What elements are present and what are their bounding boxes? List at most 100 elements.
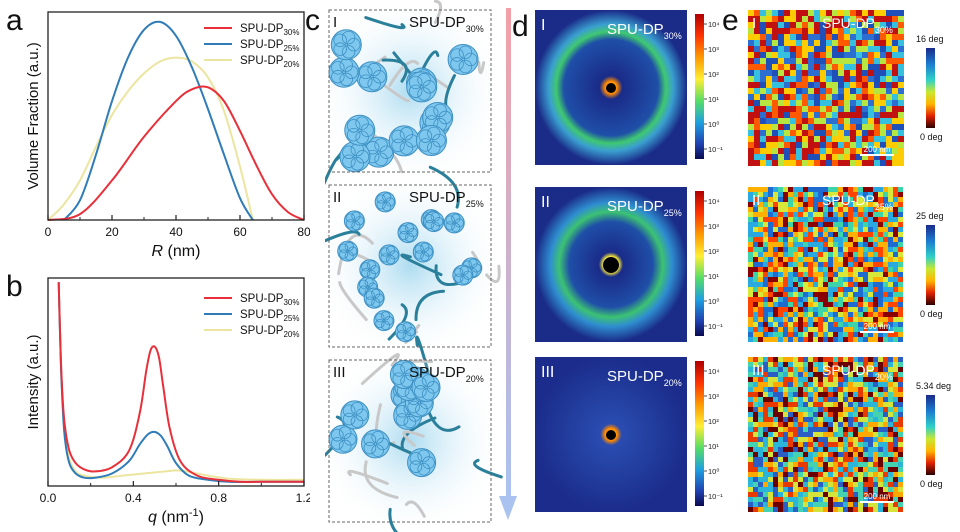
afm-pixel xyxy=(838,397,843,402)
afm-pixel xyxy=(754,70,760,76)
afm-pixel xyxy=(826,28,832,34)
afm-pixel xyxy=(843,252,848,257)
afm-pixel xyxy=(853,297,858,302)
afm-pixel xyxy=(772,106,778,112)
afm-pixel xyxy=(886,142,892,148)
afm-pixel xyxy=(828,387,833,392)
afm-pixel xyxy=(888,402,893,407)
afm-pixel xyxy=(838,22,844,28)
afm-pixel xyxy=(893,457,898,462)
afm-pixel xyxy=(823,377,828,382)
afm-pixel xyxy=(878,287,883,292)
afm-pixel xyxy=(763,237,768,242)
afm-pixel xyxy=(844,28,850,34)
afm-pixel xyxy=(783,477,788,482)
afm-pixel xyxy=(783,472,788,477)
afm-pixel xyxy=(802,154,808,160)
afm-pixel xyxy=(758,382,763,387)
afm-pixel xyxy=(798,397,803,402)
afm-pixel xyxy=(813,197,818,202)
afm-pixel xyxy=(838,257,843,262)
afm-pixel xyxy=(892,154,898,160)
afm-pixel xyxy=(766,40,772,46)
panel-e-scalebar-label: 200 nm xyxy=(864,492,891,501)
afm-pixel xyxy=(850,10,856,16)
afm-pixel xyxy=(823,292,828,297)
afm-pixel xyxy=(853,457,858,462)
afm-pixel xyxy=(818,427,823,432)
afm-pixel xyxy=(758,332,763,337)
panel-e-roman: III xyxy=(752,362,765,379)
afm-pixel xyxy=(758,282,763,287)
chart-b-legend-sub: 20% xyxy=(283,330,299,339)
afm-pixel xyxy=(898,362,903,367)
afm-pixel xyxy=(898,217,903,222)
afm-pixel xyxy=(793,317,798,322)
afm-pixel xyxy=(843,362,848,367)
afm-pixel xyxy=(868,34,874,40)
afm-pixel xyxy=(828,397,833,402)
afm-pixel xyxy=(843,272,848,277)
afm-pixel xyxy=(828,482,833,487)
afm-pixel xyxy=(823,487,828,492)
afm-pixel xyxy=(848,232,853,237)
afm-pixel xyxy=(814,64,820,70)
panel-e-title-sub: 25% xyxy=(875,202,893,212)
afm-pixel xyxy=(893,202,898,207)
afm-pixel xyxy=(832,16,838,22)
afm-pixel xyxy=(748,192,753,197)
afm-pixel xyxy=(853,387,858,392)
afm-pixel xyxy=(892,64,898,70)
afm-pixel xyxy=(818,237,823,242)
afm-pixel xyxy=(813,362,818,367)
afm-pixel xyxy=(783,312,788,317)
afm-pixel xyxy=(874,118,880,124)
afm-pixel xyxy=(898,34,904,40)
afm-pixel xyxy=(863,212,868,217)
afm-pixel xyxy=(863,507,868,512)
afm-pixel xyxy=(813,217,818,222)
afm-pixel xyxy=(888,327,893,332)
afm-pixel xyxy=(878,462,883,467)
afm-pixel xyxy=(893,417,898,422)
afm-pixel xyxy=(758,397,763,402)
afm-pixel xyxy=(838,302,843,307)
afm-pixel xyxy=(873,372,878,377)
afm-pixel xyxy=(833,317,838,322)
afm-pixel xyxy=(892,118,898,124)
panel-d-colorbar-label: 10⁰ xyxy=(708,297,719,306)
afm-pixel xyxy=(844,16,850,22)
afm-pixel xyxy=(784,22,790,28)
afm-pixel xyxy=(874,16,880,22)
panel-d-colorbar-label: 10⁴ xyxy=(708,197,720,206)
afm-pixel xyxy=(886,58,892,64)
afm-pixel xyxy=(853,292,858,297)
afm-pixel xyxy=(823,432,828,437)
afm-pixel xyxy=(868,252,873,257)
panel-c-box-3: III SPU-DP20% xyxy=(325,353,503,532)
afm-pixel xyxy=(778,482,783,487)
afm-pixel xyxy=(833,462,838,467)
afm-pixel xyxy=(843,387,848,392)
afm-pixel xyxy=(883,467,888,472)
afm-pixel xyxy=(758,207,763,212)
afm-pixel xyxy=(853,262,858,267)
afm-pixel xyxy=(868,227,873,232)
panel-d-colorbar-label: 10⁻¹ xyxy=(708,322,723,331)
afm-pixel xyxy=(863,437,868,442)
afm-pixel xyxy=(760,106,766,112)
afm-pixel xyxy=(888,442,893,447)
afm-pixel xyxy=(748,442,753,447)
afm-pixel xyxy=(778,94,784,100)
afm-pixel xyxy=(833,417,838,422)
afm-pixel xyxy=(898,327,903,332)
afm-pixel xyxy=(758,437,763,442)
afm-pixel xyxy=(818,257,823,262)
afm-pixel xyxy=(898,28,904,34)
afm-pixel xyxy=(868,297,873,302)
afm-pixel xyxy=(788,452,793,457)
afm-pixel xyxy=(878,207,883,212)
afm-pixel xyxy=(778,112,784,118)
afm-pixel xyxy=(760,52,766,58)
